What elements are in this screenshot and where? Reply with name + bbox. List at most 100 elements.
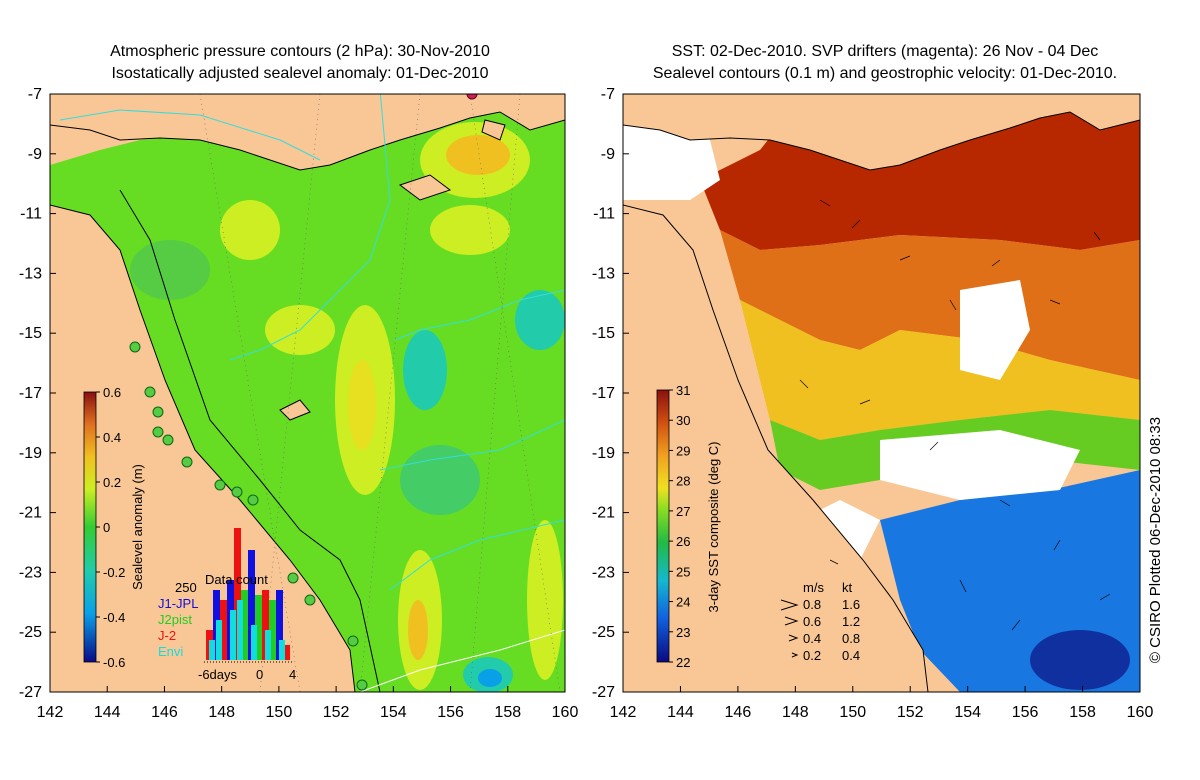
- velocity-row-kt: 1.6: [842, 597, 860, 612]
- map-axes: -7 -9 -11 -13 -15 -17 -19 -21 -23 -25 -27 142 144 146…: [19, 86, 1154, 721]
- data-count-inset: 250 Data count J1-JPL J2pist J-2 Envi -6…: [158, 528, 296, 682]
- velocity-header-kt: kt: [842, 580, 853, 595]
- new-guinea-islands: [623, 94, 1140, 171]
- right-colorbar-tick-label: 27: [676, 504, 690, 519]
- legend-j2: J-2: [158, 628, 176, 643]
- lat-tick-label: -19: [592, 445, 615, 462]
- lon-tick-label: 150: [266, 704, 293, 721]
- left-title-line1: Atmospheric pressure contours (2 hPa): 3…: [110, 43, 490, 60]
- lat-tick-label: -17: [592, 385, 615, 402]
- left-colorbar-ticks: 0.6 0.4 0.2 0 -0.2 -0.4 -0.6: [96, 385, 125, 670]
- sst-cold-eddy: [1030, 630, 1130, 690]
- lat-tick-label: -7: [28, 86, 42, 103]
- lat-tick-label: -23: [19, 564, 42, 581]
- inset-x-label-start: -6days: [198, 667, 238, 682]
- right-colorbar-tick-label: 30: [676, 413, 690, 428]
- pressure-contour: [359, 629, 565, 692]
- tide-gauge-markers: [129, 341, 368, 691]
- right-colorbar-tick-label: 28: [676, 474, 690, 489]
- right-colorbar-ticks: 31 30 29 28 27 26 25 24 23 22: [669, 383, 690, 670]
- lon-tick-label: 150: [839, 704, 866, 721]
- velocity-row-ms: 0.4: [803, 631, 821, 646]
- bathymetry-contour: [59, 94, 565, 591]
- lon-tick-label: 146: [151, 704, 178, 721]
- lat-tick-label: -13: [592, 265, 615, 282]
- left-colorbar-tick-label: -0.2: [103, 565, 125, 580]
- altimeter-ground-tracks: [199, 94, 561, 692]
- lon-tick-label: 152: [897, 704, 924, 721]
- velocity-header-ms: m/s: [803, 580, 824, 595]
- right-colorbar: 31 30 29 28 27 26 25 24 23 22 3-day SST composite…: [656, 383, 721, 670]
- lon-tick-label: 142: [610, 704, 637, 721]
- velocity-row-ms: 0.8: [803, 597, 821, 612]
- left-colorbar-label: Sealevel anomaly (m): [130, 464, 145, 590]
- lon-tick-label: 156: [1012, 704, 1039, 721]
- right-colorbar-tick-label: 26: [676, 534, 690, 549]
- lat-tick-label: -15: [19, 325, 42, 342]
- lon-tick-label: 156: [437, 704, 464, 721]
- velocity-row-ms: 0.2: [803, 648, 821, 663]
- left-title-line2: Isostatically adjusted sealevel anomaly:…: [111, 65, 489, 82]
- lon-tick-label: 154: [954, 704, 981, 721]
- lon-tick-label: 148: [782, 704, 809, 721]
- data-count-value: 250: [175, 580, 197, 595]
- right-map: [623, 94, 1140, 692]
- velocity-arrow-icon: [788, 634, 799, 642]
- right-colorbar-tick-label: 22: [676, 655, 690, 670]
- lat-tick-label: -27: [19, 684, 42, 701]
- geostrophic-velocity-arrows: [799, 199, 1111, 631]
- right-colorbar-tick-label: 24: [676, 595, 690, 610]
- velocity-scale-legend: m/s kt 0.8 1.6 0.6 1.2 0.4 0.8 0.2 0.4: [780, 580, 860, 663]
- bathymetry-contour: [119, 189, 381, 692]
- velocity-row-kt: 0.4: [842, 648, 860, 663]
- lat-tick-label: -9: [28, 146, 42, 163]
- lat-tick-label: -11: [20, 206, 42, 223]
- right-title-line1: SST: 02-Dec-2010. SVP drifters (magenta)…: [671, 43, 1099, 60]
- australia-land: [50, 204, 356, 692]
- right-colorbar-tick-label: 23: [676, 625, 690, 640]
- data-count-histogram: [206, 528, 290, 660]
- right-colorbar-tick-label: 31: [676, 383, 690, 398]
- inset-x-label-end: 4: [289, 667, 296, 682]
- velocity-arrow-icon: [784, 616, 799, 626]
- lon-tick-label: 158: [1069, 704, 1096, 721]
- lat-tick-label: -25: [592, 624, 615, 641]
- lon-tick-label: 160: [1127, 704, 1154, 721]
- lat-tick-label: -23: [592, 564, 615, 581]
- lat-tick-label: -25: [19, 624, 42, 641]
- lon-tick-label: 160: [552, 704, 579, 721]
- lon-tick-label: 154: [380, 704, 407, 721]
- lat-tick-label: -21: [19, 505, 42, 522]
- legend-j2pist: J2pist: [158, 612, 192, 627]
- lat-tick-label: -19: [19, 445, 42, 462]
- lat-tick-label: -9: [601, 146, 615, 163]
- lat-tick-label: -11: [593, 206, 615, 223]
- left-colorbar-tick-label: 0.6: [103, 385, 121, 400]
- inset-x-label-zero: 0: [256, 667, 263, 682]
- right-colorbar-label: 3-day SST composite (deg C): [706, 442, 721, 613]
- legend-envi: Envi: [158, 644, 183, 659]
- new-guinea-islands: [50, 94, 565, 421]
- velocity-arrow-icon: [791, 652, 799, 658]
- sst-field-orange: [720, 230, 1140, 380]
- lon-tick-label: 158: [494, 704, 521, 721]
- lon-tick-label: 144: [94, 704, 121, 721]
- velocity-arrow-icon: [780, 599, 799, 611]
- lon-tick-label: 146: [725, 704, 752, 721]
- lat-tick-label: -15: [592, 325, 615, 342]
- legend-j1-jpl: J1-JPL: [158, 596, 198, 611]
- data-count-title: Data count: [205, 572, 268, 587]
- left-map: [50, 94, 565, 692]
- lat-tick-label: -27: [592, 684, 615, 701]
- lon-tick-label: 148: [208, 704, 235, 721]
- velocity-row-kt: 0.8: [842, 631, 860, 646]
- lat-tick-label: -13: [19, 265, 42, 282]
- lon-tick-label: 142: [37, 704, 64, 721]
- australia-land: [623, 204, 929, 692]
- velocity-row-kt: 1.2: [842, 614, 860, 629]
- left-colorbar-tick-label: -0.4: [103, 610, 125, 625]
- sst-field-yellow: [740, 300, 1140, 440]
- right-colorbar-tick-label: 29: [676, 443, 690, 458]
- lat-tick-label: -21: [592, 505, 615, 522]
